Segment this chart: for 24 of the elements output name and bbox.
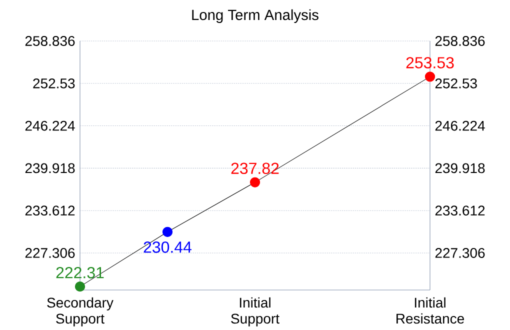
- y-tick-label: 252.53: [33, 78, 75, 88]
- y-tick-label: 258.836: [25, 36, 75, 46]
- chart-title: Long Term Analysis: [192, 9, 318, 23]
- point: [74, 282, 86, 292]
- x-tick-label: Initial Resistance: [396, 297, 464, 324]
- y2-tick-label: 239.918: [435, 163, 485, 174]
- y2-tick-label: 233.612: [435, 206, 485, 216]
- x-tick-label: Secondary Support: [47, 297, 114, 326]
- y2-tick-label: 227.306: [435, 248, 485, 258]
- y2-tick-label: 258.836: [435, 36, 485, 46]
- y2-tick-label: 246.224: [435, 120, 485, 131]
- x-tick-label: Initial Support: [231, 297, 280, 326]
- point: [424, 72, 436, 82]
- data-label: 253.53: [406, 57, 454, 68]
- y-tick-label: 227.306: [25, 248, 75, 258]
- point: [250, 177, 260, 188]
- data-label: 230.44: [144, 242, 192, 253]
- data-label: 237.82: [231, 162, 279, 174]
- point: [162, 226, 173, 237]
- y-tick-label: 246.224: [25, 120, 75, 131]
- y-tick-label: 233.612: [25, 206, 75, 216]
- data-label: 222.31: [56, 266, 104, 278]
- y2-tick-label: 252.53: [435, 78, 477, 88]
- y-tick-label: 239.918: [25, 163, 75, 174]
